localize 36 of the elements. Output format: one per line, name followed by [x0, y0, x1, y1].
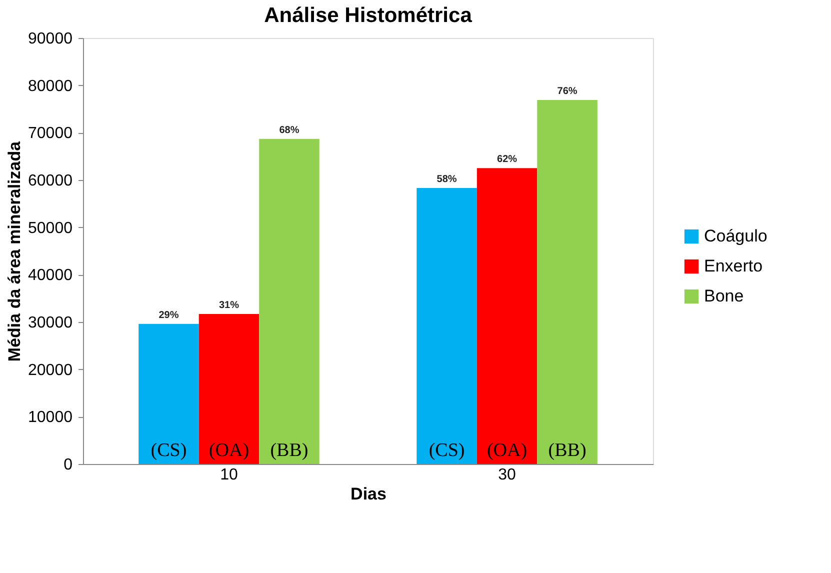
- chart-title: Análise Histométrica: [264, 4, 472, 27]
- annotation: (OA): [486, 440, 528, 461]
- legend-label: Coágulo: [704, 226, 768, 246]
- y-tick-label: 60000: [28, 172, 73, 190]
- y-tick-label: 90000: [28, 30, 73, 48]
- annotation: 62%: [497, 154, 518, 166]
- bar: [416, 188, 477, 464]
- y-tick-label: 70000: [28, 125, 73, 142]
- x-tick-label: 10: [220, 466, 238, 484]
- y-tick-label: 40000: [28, 267, 73, 284]
- bar: [537, 100, 598, 464]
- y-tick-label: 50000: [28, 220, 73, 237]
- annotation: (CS): [428, 440, 465, 461]
- annotation: (CS): [150, 440, 187, 461]
- y-tick-label: 10000: [28, 409, 73, 426]
- annotation: 68%: [279, 124, 300, 136]
- y-axis-title: Média da área mineralizada: [5, 140, 24, 362]
- bar: [476, 168, 538, 464]
- annotation: 31%: [218, 300, 240, 311]
- annotation: (BB): [270, 440, 308, 461]
- y-tick-label: 20000: [28, 362, 73, 379]
- x-axis-title: Dias: [350, 484, 386, 504]
- annotation: (BB): [548, 440, 586, 461]
- bar: [198, 314, 260, 464]
- bar: [138, 324, 199, 464]
- y-tick-label: 0: [64, 456, 73, 474]
- y-tick-label: 80000: [28, 78, 73, 95]
- annotation: 29%: [158, 310, 179, 321]
- annotation: (OA): [208, 440, 250, 461]
- y-tick-label: 30000: [28, 314, 73, 332]
- bar: [259, 138, 320, 464]
- annotation: 76%: [557, 86, 578, 98]
- x-tick-label: 30: [498, 466, 516, 484]
- legend-label: Bone: [704, 286, 744, 306]
- legend-label: Enxerto: [704, 256, 763, 276]
- annotation: 58%: [436, 174, 457, 186]
